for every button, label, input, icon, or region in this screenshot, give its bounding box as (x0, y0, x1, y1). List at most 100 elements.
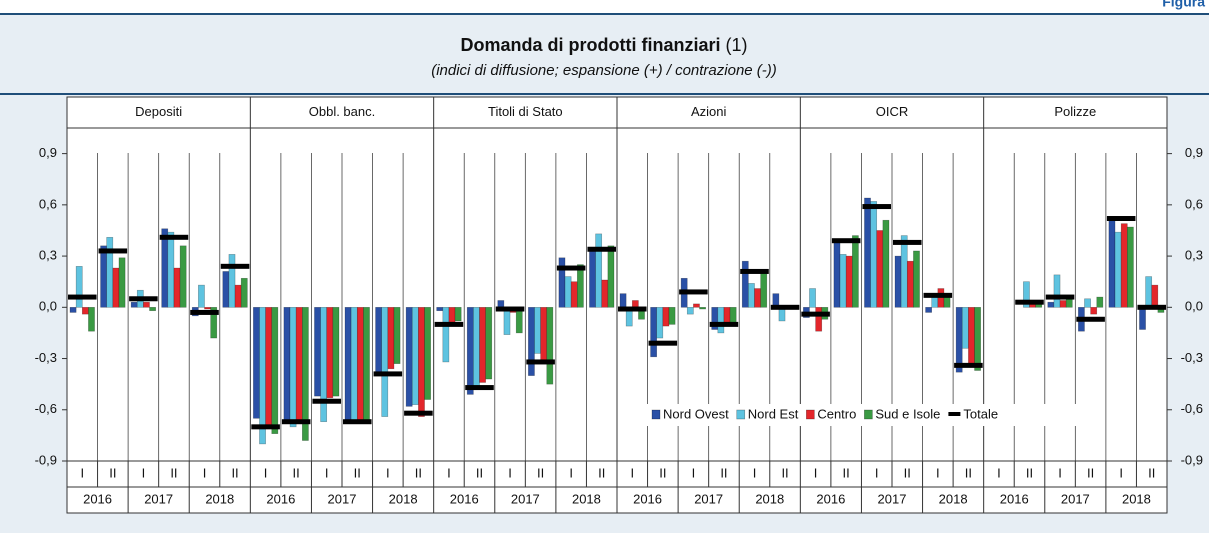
bar (589, 247, 596, 308)
bar (754, 288, 761, 308)
panel-label: OICR (876, 104, 909, 119)
half-label: II (476, 465, 483, 480)
bar (913, 250, 920, 308)
bar (1053, 274, 1061, 308)
year-label: 2016 (816, 491, 845, 506)
bar (75, 266, 83, 308)
total-marker (893, 239, 922, 245)
bar (546, 307, 554, 385)
bar (69, 307, 77, 313)
total-marker (770, 304, 800, 310)
year-label: 2018 (1122, 491, 1151, 506)
bar (595, 233, 603, 308)
total-marker (1015, 299, 1044, 305)
bar (943, 296, 951, 308)
total-marker (923, 292, 953, 298)
bar (1047, 301, 1055, 308)
bar (295, 307, 303, 424)
bar (179, 245, 187, 308)
bar (839, 254, 847, 308)
half-label: II (415, 465, 422, 480)
bar (1084, 298, 1091, 308)
bar (1151, 284, 1159, 308)
half-label: II (1026, 465, 1033, 480)
total-marker (343, 419, 372, 425)
half-label: I (142, 465, 146, 480)
bar (833, 238, 841, 308)
bar (198, 284, 205, 308)
year-label: 2017 (328, 491, 357, 506)
total-marker (220, 263, 250, 269)
chart-title: Domanda di prodotti finanziari (1) (460, 35, 747, 55)
half-label: I (447, 465, 451, 480)
total-marker (68, 294, 97, 300)
total-marker (1076, 316, 1105, 322)
bar (442, 307, 450, 363)
panel-label: Azioni (691, 104, 727, 119)
bar (344, 307, 352, 423)
y-tick-label: 0,6 (39, 196, 57, 211)
year-label: 2018 (205, 491, 234, 506)
bar (528, 307, 535, 376)
bar (1023, 281, 1030, 308)
bar (1139, 307, 1146, 330)
bar (870, 201, 878, 308)
total-marker (281, 419, 311, 425)
title: Domanda di prodotti finanziari (460, 35, 720, 55)
bar (631, 300, 639, 308)
bar (405, 307, 413, 407)
bar (283, 307, 291, 421)
half-label: I (875, 465, 879, 480)
bar (375, 307, 382, 375)
total-marker (801, 311, 830, 317)
half-label: II (720, 465, 727, 480)
half-label: I (814, 465, 818, 480)
bar (424, 307, 431, 400)
bar (448, 307, 456, 325)
total-marker (1106, 216, 1136, 222)
plot-frame (66, 96, 1168, 514)
y-tick-label-right: -0,3 (1181, 350, 1203, 365)
total-marker (740, 268, 769, 274)
bar (106, 236, 114, 308)
half-label: II (598, 465, 605, 480)
bar (974, 307, 981, 371)
bar (259, 307, 266, 445)
half-label: II (659, 465, 666, 480)
year-label: 2017 (511, 491, 540, 506)
half-label: I (1119, 465, 1123, 480)
total-marker (679, 289, 708, 295)
figure-label: Figura (1162, 0, 1205, 10)
half-label: II (965, 465, 972, 480)
year-label: 2018 (572, 491, 601, 506)
bar (240, 277, 248, 308)
bar (228, 254, 236, 308)
total-marker (831, 238, 861, 244)
bar (540, 307, 548, 363)
half-label: I (692, 465, 696, 480)
bar (88, 307, 95, 332)
bar (466, 307, 474, 395)
bar (968, 307, 975, 368)
legend-label: Nord Ovest (663, 406, 729, 421)
bar (656, 307, 664, 339)
bar (356, 307, 364, 423)
bar (418, 307, 425, 417)
total-marker (312, 398, 341, 404)
bar (253, 307, 260, 419)
plot: 0,9 0,9 0,6 0,6 0,3 0,3 0,0 0,0 -0,3 -0,3 -0,6 -0,6… (35, 96, 1203, 514)
half-label: I (264, 465, 268, 480)
panel-label: Polizze (1054, 104, 1096, 119)
half-label: II (231, 465, 238, 480)
year-label: 2017 (1061, 491, 1090, 506)
year-label: 2017 (694, 491, 723, 506)
bar (387, 307, 395, 370)
year-label: 2018 (389, 491, 418, 506)
half-label: II (781, 465, 788, 480)
total-marker (556, 265, 586, 271)
bar (619, 293, 627, 308)
total-marker (1137, 304, 1166, 310)
bar (693, 303, 700, 308)
legend-label: Centro (817, 406, 856, 421)
bar (882, 219, 890, 308)
